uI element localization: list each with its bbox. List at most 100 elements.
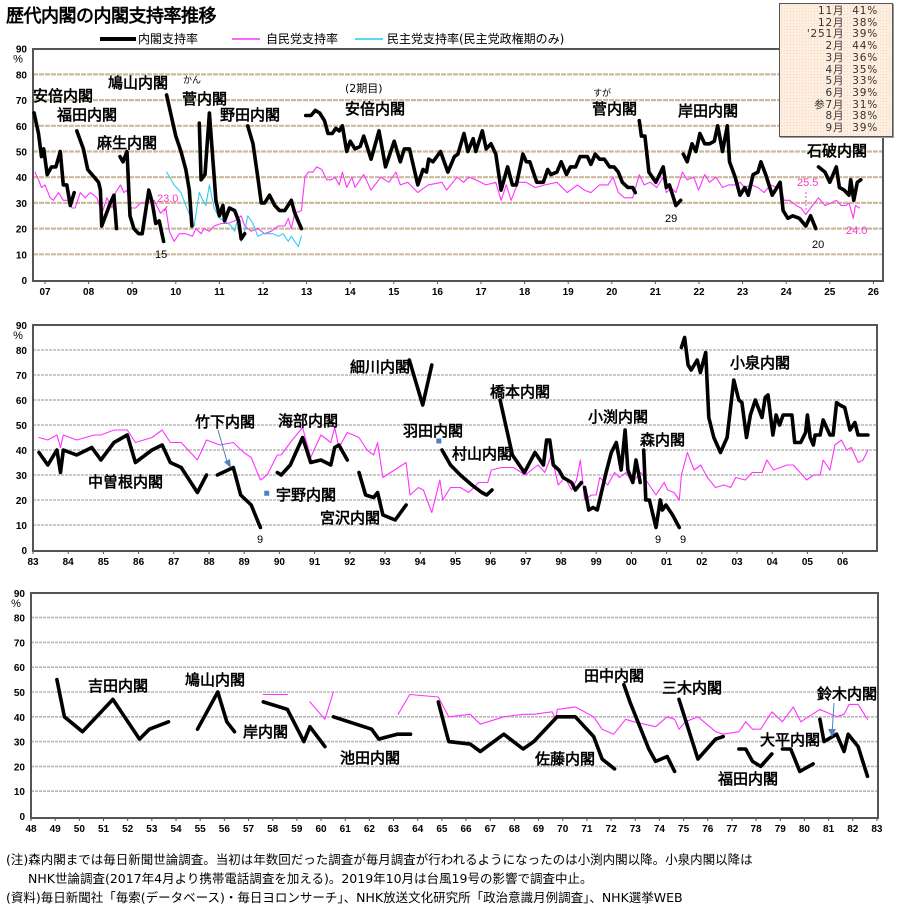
x-tick-label: 68	[509, 824, 521, 835]
y-tick-label: 40	[16, 173, 28, 184]
recent-month-label: 4月	[825, 63, 845, 76]
x-tick-label: 80	[799, 824, 811, 835]
cabinet-label: 宇野内閣	[276, 486, 336, 504]
y-unit-label: %	[13, 330, 23, 342]
takeshita-arrow	[217, 429, 229, 466]
x-tick-label: 00	[626, 557, 638, 568]
x-tick-label: 50	[74, 824, 86, 835]
x-tick-label: 03	[731, 557, 743, 568]
chart-panel-2006-2025: 0 10 20 30 40 50 60 70 80 90% 07 08 09 10 11 12 13 14 15 16…	[13, 45, 884, 298]
cabinet-series-segment	[816, 165, 863, 203]
cabinet-label: 羽田内閣	[403, 422, 463, 440]
y-tick-label: 0	[21, 546, 27, 557]
x-tick-label: 94	[415, 557, 427, 568]
recent-month-value: 36%	[852, 51, 878, 64]
x-tick-label: 22	[693, 287, 705, 298]
cabinet-label: 竹下内閣	[194, 413, 255, 431]
plot-frame	[30, 592, 879, 819]
cabinet-series-segment	[164, 93, 194, 228]
x-tick-label: 78	[751, 824, 763, 835]
takeshita-arrowhead	[224, 459, 231, 468]
recent-month-value: 39%	[852, 122, 878, 135]
cabinet-series-segment	[818, 717, 870, 779]
recent-month-label: 6月	[825, 86, 845, 99]
value-annotation: 15	[155, 249, 167, 261]
y-tick-label: 50	[14, 688, 26, 699]
x-tick-label: 48	[25, 824, 37, 835]
cabinet-label: 菅内閣	[592, 100, 637, 118]
x-tick-label: 71	[581, 824, 593, 835]
x-tick-label: 07	[39, 287, 51, 298]
x-tick-label: 20	[606, 287, 618, 298]
cabinet-label: 海部内閣	[278, 412, 338, 430]
legend-ldp-swatch	[232, 37, 260, 40]
single-point-marker	[436, 438, 442, 444]
y-tick-label: 40	[14, 713, 26, 724]
y-tick-label: 70	[16, 96, 28, 107]
y-tick-label: 30	[16, 199, 28, 210]
x-tick-label: 02	[696, 557, 708, 568]
x-tick-label: 87	[168, 557, 180, 568]
x-tick-label: 97	[520, 557, 532, 568]
x-tick-label: 11	[214, 287, 225, 298]
y-tick-label: 90	[16, 321, 28, 332]
source-line: (資料)毎日新聞社「毎索(データベース)・毎日ヨロンサーチ」、NHK放送文化研究…	[6, 890, 683, 905]
recent-month-row: 8月 38%	[780, 111, 892, 123]
x-tick-label: 19	[563, 287, 575, 298]
recent-month-value: 39%	[852, 86, 878, 99]
recent-month-label: 参7月	[814, 98, 845, 111]
legend-dpj: 民主党支持率(民主党政権期のみ)	[355, 30, 564, 47]
x-tick-label: 79	[775, 824, 787, 835]
legend-ldp-label: 自民党支持率	[266, 32, 339, 46]
cabinet-label: 安倍内閣	[345, 100, 405, 118]
x-tick-label: 55	[195, 824, 207, 835]
x-tick-label: 73	[630, 824, 642, 835]
cabinet-series-segment	[55, 677, 171, 741]
x-tick-label: 17	[475, 287, 487, 298]
x-tick-label: 74	[654, 824, 666, 835]
ldp-series-segment	[309, 691, 334, 720]
cabinet-series-segment	[357, 470, 408, 522]
cabinet-label: 菅内閣	[182, 90, 227, 108]
cabinet-series-segment	[737, 747, 774, 769]
x-tick-label: 58	[267, 824, 279, 835]
cabinet-series-segment	[679, 335, 870, 455]
cabinet-series-segment	[331, 714, 413, 741]
x-tick-label: 52	[122, 824, 134, 835]
recent-month-label: 8月	[825, 110, 845, 123]
cabinet-series-segment	[37, 433, 209, 495]
x-tick-label: 18	[519, 287, 531, 298]
value-annotation: 9	[655, 534, 661, 546]
x-tick-label: 16	[432, 287, 444, 298]
x-tick-label: 06	[837, 557, 849, 568]
x-tick-label: 66	[460, 824, 472, 835]
y-tick-label: 0	[19, 812, 25, 823]
y-unit-label: %	[11, 598, 21, 610]
x-tick-label: 49	[50, 824, 62, 835]
recent-months-box: 11月 41% 12月 38% '251月 39% 2月 44% 3月 36% 4月 35% 5月 33%…	[779, 3, 893, 137]
x-tick-label: 85	[98, 557, 110, 568]
x-tick-label: 59	[291, 824, 303, 835]
legend-cabinet-label: 内閣支持率	[138, 32, 199, 46]
x-tick-label: 99	[591, 557, 603, 568]
y-tick-label: 90	[14, 589, 26, 600]
x-tick-label: 56	[219, 824, 231, 835]
y-tick-label: 20	[16, 496, 28, 507]
x-tick-label: 72	[606, 824, 618, 835]
x-tick-label: 13	[301, 287, 313, 298]
recent-month-row: 3月 36%	[780, 51, 892, 65]
x-tick-label: 60	[315, 824, 327, 835]
x-tick-label: 92	[344, 557, 356, 568]
x-tick-label: 01	[661, 557, 673, 568]
cabinet-label: かん	[183, 75, 201, 86]
value-annotation: 29	[665, 213, 677, 225]
x-tick-label: 89	[239, 557, 251, 568]
x-tick-label: 75	[678, 824, 690, 835]
legend-dpj-label: 民主党支持率(民主党政権期のみ)	[387, 32, 565, 46]
cabinet-series-segment	[677, 697, 726, 761]
y-tick-label: 30	[16, 471, 28, 482]
cabinet-series-segment	[681, 124, 818, 231]
recent-month-value: 44%	[852, 40, 878, 53]
note-line-2: NHK世論調査(2017年4月より携帯電話調査を加える)。2019年10月は台風…	[28, 871, 593, 886]
